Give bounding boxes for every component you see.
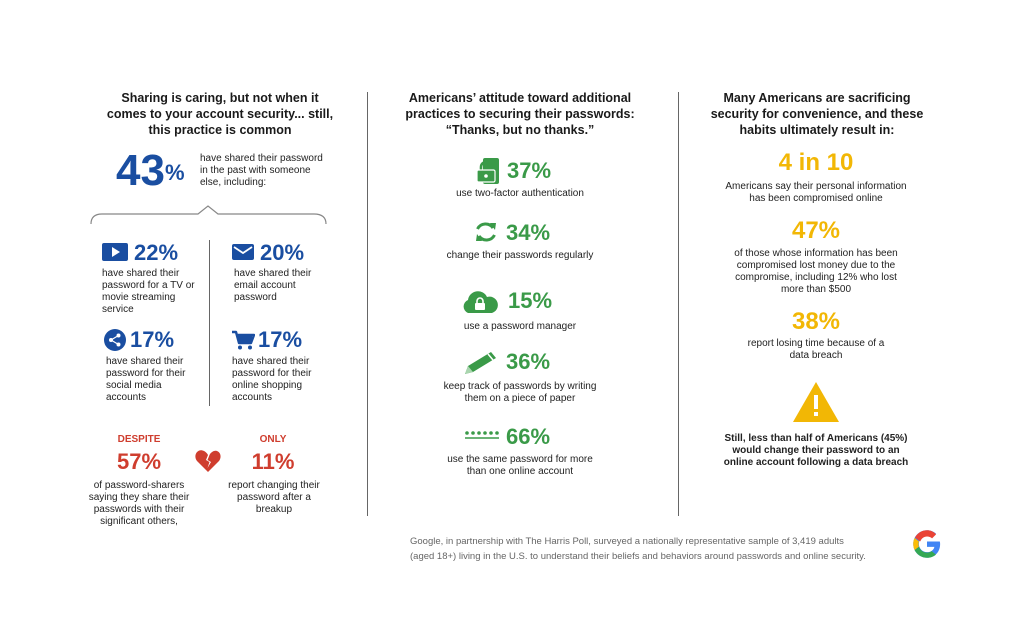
change-passwords-text: change their passwords regularly — [446, 250, 594, 261]
lost-money-text: of those whose information has been comp… — [734, 248, 898, 295]
refresh-icon — [476, 222, 496, 242]
despite-label: DESPITE — [117, 434, 161, 445]
two-factor-pct: 37% — [507, 158, 552, 183]
brace-divider — [90, 205, 327, 225]
only-text: report changing their password after a b… — [228, 480, 320, 515]
social-text: have shared their password for their soc… — [106, 356, 186, 403]
column-divider-left — [367, 92, 368, 516]
google-logo-icon — [913, 530, 941, 558]
only-pct: 11% — [251, 449, 295, 474]
lock-phone-icon — [476, 158, 499, 184]
main-pct-number: 43 — [116, 146, 165, 195]
only-label: ONLY — [259, 434, 287, 445]
change-passwords-pct: 34% — [506, 220, 551, 245]
lost-time-stat: 38% — [791, 308, 841, 335]
password-manager-pct: 15% — [508, 288, 553, 313]
four-in-ten-stat: 4 in 10 — [778, 149, 854, 176]
password-dots-icon — [465, 431, 499, 439]
pencil-icon — [465, 352, 496, 374]
warning-icon — [793, 382, 839, 422]
streaming-text: have shared their password for a TV or m… — [102, 268, 195, 315]
despite-text: of password-sharers saying they share th… — [88, 480, 190, 527]
despite-pct: 57% — [116, 449, 162, 474]
warning-text: Still, less than half of Americans (45%)… — [723, 433, 909, 468]
same-password-pct: 66% — [506, 424, 551, 449]
right-title: Many Americans are sacrificing security … — [710, 91, 924, 137]
password-manager-text: use a password manager — [463, 321, 577, 332]
main-percentage-text: have shared their password in the past w… — [200, 153, 323, 188]
footer-line-1: Google, in partnership with The Harris P… — [410, 536, 844, 547]
video-play-icon — [102, 243, 128, 261]
paper-text: keep track of passwords by writing them … — [443, 381, 597, 404]
email-text: have shared their email account password — [234, 268, 312, 303]
same-password-text: use the same password for more than one … — [447, 454, 593, 477]
email-pct: 20% — [260, 240, 305, 265]
main-pct-sign: % — [164, 160, 185, 185]
lost-money-stat: 47% — [791, 217, 841, 244]
main-percentage: 43% — [116, 148, 185, 194]
two-factor-text: use two-factor authentication — [456, 188, 584, 199]
middle-title: Americans’ attitude toward additional pr… — [405, 91, 635, 137]
shopping-text: have shared their password for their onl… — [232, 356, 312, 403]
four-in-ten-text: Americans say their personal information… — [725, 181, 907, 204]
envelope-icon — [232, 244, 254, 260]
paper-pct: 36% — [506, 349, 551, 374]
broken-heart-icon — [195, 450, 221, 472]
left-grid-divider — [209, 240, 210, 406]
column-divider-right — [678, 92, 679, 516]
lost-time-text: report losing time because of a data bre… — [747, 338, 885, 361]
cloud-lock-icon — [463, 291, 498, 313]
left-title: Sharing is caring, but not when it comes… — [106, 91, 334, 137]
footer-line-2: (aged 18+) living in the U.S. to underst… — [410, 551, 866, 562]
footer-text: Google, in partnership with The Harris P… — [410, 534, 866, 564]
shopping-cart-icon — [232, 330, 255, 350]
shopping-pct: 17% — [258, 327, 303, 352]
share-icon — [104, 329, 126, 351]
social-pct: 17% — [130, 327, 175, 352]
streaming-pct: 22% — [134, 240, 179, 265]
